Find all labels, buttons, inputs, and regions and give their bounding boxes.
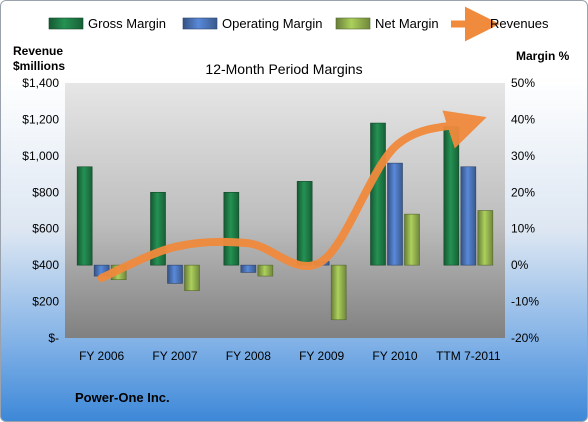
bar-operating-margin [240, 264, 257, 273]
left-axis-tick: $200 [32, 295, 59, 309]
left-axis-label-line1: Revenue [13, 44, 63, 58]
bar-operating-margin [387, 162, 403, 266]
legend-gross-margin-swatch [48, 17, 84, 30]
bar-gross-margin [370, 122, 386, 266]
bar-gross-margin [443, 126, 460, 266]
company-name: Power-One Inc. [75, 390, 170, 405]
category-label: FY 2008 [226, 349, 271, 363]
right-axis-tick: -20% [511, 331, 539, 345]
right-axis-tick: 40% [511, 112, 535, 126]
right-axis-tick: 20% [511, 185, 535, 199]
bar-operating-margin [460, 166, 477, 266]
category-label: FY 2009 [299, 349, 344, 363]
bar-net-margin [477, 210, 494, 266]
legend-label: Gross Margin [88, 16, 166, 31]
right-axis-tick: 10% [511, 222, 535, 236]
legend-label: Net Margin [375, 16, 439, 31]
bar-net-margin [330, 264, 347, 321]
left-axis-tick: $1,200 [22, 112, 59, 126]
chart-title: 12-Month Period Margins [205, 61, 362, 77]
bar-gross-margin [76, 166, 93, 266]
right-axis-tick: 50% [511, 76, 535, 90]
bar-gross-margin [296, 181, 313, 266]
legend-label: Revenues [490, 16, 549, 31]
left-axis-tick: $600 [32, 222, 59, 236]
category-label: FY 2010 [372, 349, 417, 363]
bar-gross-margin [223, 191, 240, 266]
left-axis-tick: $1,400 [22, 76, 59, 90]
left-axis-tick: $- [48, 331, 59, 345]
bar-net-margin [404, 213, 420, 266]
category-label: FY 2006 [79, 349, 124, 363]
left-axis-tick: $1,000 [22, 149, 59, 163]
left-axis-tick: $800 [32, 185, 59, 199]
revenue-line [97, 110, 487, 282]
left-axis-label-line2: $millions [13, 59, 65, 73]
bar-net-margin [184, 264, 200, 291]
plot-area [65, 83, 505, 338]
bar-operating-margin [167, 264, 183, 284]
legend-label: Operating Margin [222, 16, 322, 31]
right-axis-label: Margin % [516, 49, 570, 63]
category-label: FY 2007 [152, 349, 197, 363]
legend-operating-margin-swatch [182, 17, 218, 30]
left-axis-tick: $400 [32, 258, 59, 272]
category-label: TTM 7-2011 [436, 349, 501, 363]
bar-net-margin [257, 264, 274, 277]
right-axis-tick: 0% [511, 258, 529, 272]
legend-net-margin-swatch [335, 17, 371, 30]
right-axis-tick: 30% [511, 149, 535, 163]
right-axis-tick: -10% [511, 295, 539, 309]
